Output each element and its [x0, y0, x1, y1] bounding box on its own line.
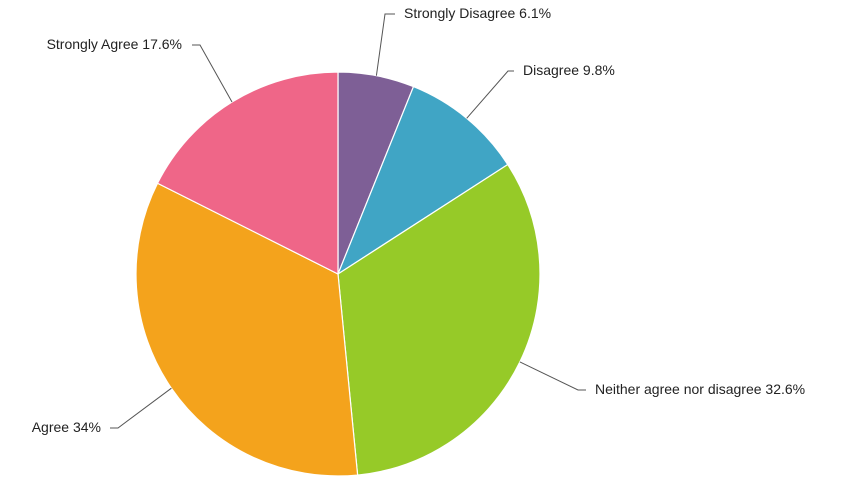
leader-line: [519, 361, 586, 391]
leader-line: [192, 44, 233, 103]
leader-line: [110, 387, 172, 429]
slice-labels: Strongly Disagree 6.1% Disagree 9.8% Neith…: [32, 5, 805, 435]
slice-label: Strongly Agree 17.6%: [47, 36, 182, 52]
pie-slice-strongly-agree: [156, 71, 339, 275]
pie-slice-neither-agree-nor-disagree: [337, 163, 541, 476]
leader-line: [466, 70, 514, 119]
slice-label: Disagree 9.8%: [523, 62, 615, 78]
pie-slices: [135, 71, 541, 477]
slice-label: Agree 34%: [32, 419, 101, 435]
pie-slice-disagree: [336, 85, 509, 276]
leader-line: [375, 13, 395, 76]
leader-lines: [110, 13, 586, 429]
slice-label: Neither agree nor disagree 32.6%: [595, 381, 805, 397]
slice-label: Strongly Disagree 6.1%: [404, 5, 551, 21]
